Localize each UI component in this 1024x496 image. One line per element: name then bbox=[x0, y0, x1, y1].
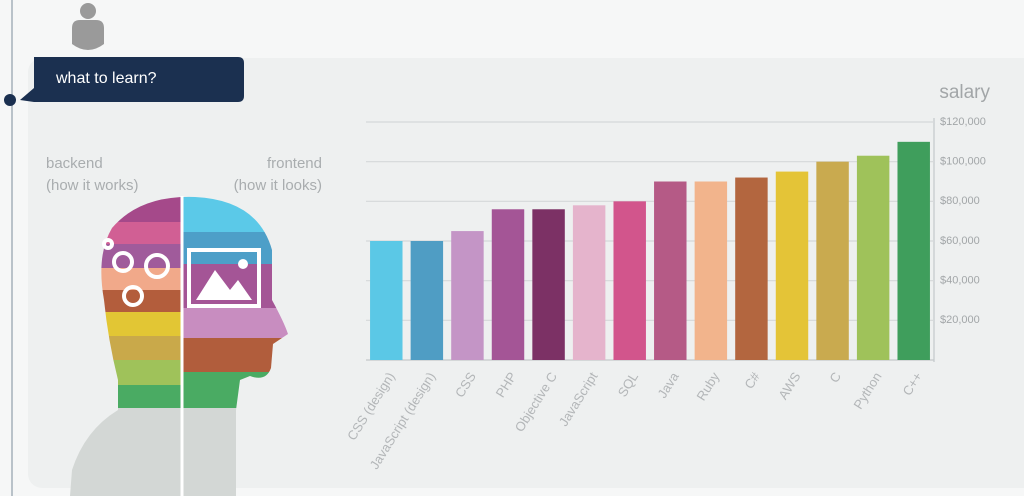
bubble-label: what to learn? bbox=[55, 70, 157, 87]
bar bbox=[694, 181, 728, 360]
bar bbox=[451, 231, 484, 360]
timeline-dot bbox=[4, 94, 16, 106]
person-icon bbox=[72, 3, 104, 50]
gears-icon bbox=[102, 238, 170, 307]
backend-title: backend bbox=[46, 155, 103, 172]
bar bbox=[856, 155, 890, 360]
bar bbox=[654, 181, 687, 360]
speech-bubble bbox=[20, 57, 244, 102]
bar bbox=[735, 177, 768, 360]
y-tick-label: $80,000 bbox=[940, 195, 980, 207]
bar bbox=[491, 209, 525, 360]
bar bbox=[572, 205, 606, 360]
y-tick-label: $100,000 bbox=[940, 156, 986, 168]
bar bbox=[370, 241, 403, 360]
y-tick-label: $40,000 bbox=[940, 275, 980, 287]
bar bbox=[775, 171, 809, 360]
y-tick-label: $120,000 bbox=[940, 116, 986, 128]
bar bbox=[410, 241, 444, 360]
bar bbox=[613, 201, 646, 360]
bar bbox=[816, 161, 849, 360]
y-tick-label: $60,000 bbox=[940, 235, 980, 247]
frontend-subtitle: (how it looks) bbox=[234, 177, 322, 194]
y-tick-label: $20,000 bbox=[940, 314, 980, 326]
panel bbox=[28, 58, 1024, 488]
picture-icon bbox=[187, 248, 261, 308]
frontend-title: frontend bbox=[267, 155, 322, 172]
backend-subtitle: (how it works) bbox=[46, 177, 139, 194]
y-axis-label: salary bbox=[939, 82, 990, 103]
bar bbox=[897, 141, 930, 360]
bar bbox=[532, 209, 565, 360]
